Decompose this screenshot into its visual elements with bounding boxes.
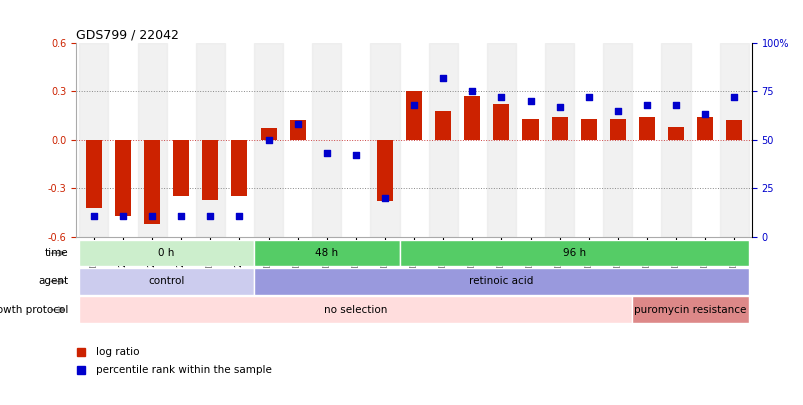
Bar [79,43,108,237]
Text: 96 h: 96 h [562,248,585,258]
Point [145,212,158,219]
Bar [144,140,160,224]
Bar [725,120,741,140]
Bar [79,268,254,295]
Bar [399,240,748,266]
Point [262,136,275,143]
Point [378,195,391,201]
Bar [289,120,305,140]
Bar [260,128,276,140]
Point [640,102,653,108]
Text: log ratio: log ratio [96,347,139,357]
Text: agent: agent [39,277,68,286]
Bar [551,117,567,140]
Bar [115,140,131,216]
Bar [370,43,399,237]
Point [233,212,246,219]
Point [552,103,565,110]
Bar [667,127,683,140]
Bar [463,96,479,140]
Bar [254,240,399,266]
Text: percentile rank within the sample: percentile rank within the sample [96,365,271,375]
Bar [719,43,748,237]
Point [495,94,507,100]
Bar [377,140,393,201]
Text: time: time [45,248,68,258]
Bar [434,111,450,140]
Bar [493,104,509,140]
Point [524,98,536,104]
Point [669,102,682,108]
Bar [173,140,189,196]
Text: control: control [149,277,185,286]
Bar [661,43,690,237]
Bar [609,119,625,140]
Point [610,107,623,114]
Bar [137,43,166,237]
Bar [544,43,573,237]
Point [349,152,362,158]
Point [204,212,217,219]
Bar [79,296,632,323]
Bar [312,43,340,237]
Bar [522,119,538,140]
Text: puromycin resistance: puromycin resistance [634,305,746,315]
Bar [254,43,283,237]
Bar [195,43,225,237]
Text: GDS799 / 22042: GDS799 / 22042 [76,28,179,41]
Bar [632,296,748,323]
Bar [580,119,596,140]
Bar [696,117,712,140]
Point [698,111,711,118]
Point [581,94,594,100]
Bar [254,268,748,295]
Bar [487,43,516,237]
Point [291,121,304,128]
Text: no selection: no selection [324,305,387,315]
Bar [231,140,247,196]
Bar [79,240,254,266]
Point [407,102,420,108]
Bar [406,91,422,140]
Bar [202,140,218,200]
Bar [86,140,102,208]
Point [116,212,129,219]
Point [174,212,187,219]
Bar [602,43,632,237]
Text: 48 h: 48 h [315,248,338,258]
Point [727,94,740,100]
Point [88,212,100,219]
Bar [428,43,457,237]
Point [320,150,332,157]
Bar [638,117,654,140]
Point [436,74,449,81]
Text: 0 h: 0 h [158,248,174,258]
Text: retinoic acid: retinoic acid [469,277,533,286]
Point [465,88,478,94]
Text: growth protocol: growth protocol [0,305,68,315]
